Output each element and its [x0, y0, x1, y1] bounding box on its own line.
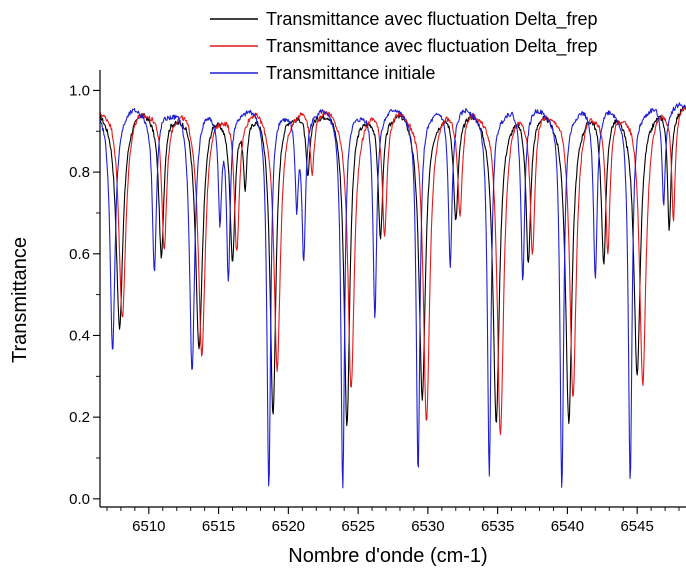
- x-tick-label-3: 6525: [341, 518, 374, 535]
- x-tick-label-7: 6545: [620, 518, 653, 535]
- legend-label-3: Transmittance initiale: [266, 63, 435, 83]
- legend-label-2: Transmittance avec fluctuation Delta_fre…: [266, 36, 598, 57]
- x-tick-label-0: 6510: [132, 518, 165, 535]
- x-tick-label-5: 6535: [481, 518, 514, 535]
- y-tick-label-3: 0.6: [69, 246, 90, 263]
- y-tick-label-2: 0.4: [69, 327, 90, 344]
- x-tick-label-6: 6540: [551, 518, 584, 535]
- y-tick-label-1: 0.2: [69, 409, 90, 426]
- x-tick-label-1: 6515: [202, 518, 235, 535]
- y-tick-label-0: 0.0: [69, 491, 90, 508]
- x-tick-label-2: 6520: [272, 518, 305, 535]
- y-axis-title: Transmittance: [9, 237, 31, 363]
- y-tick-label-4: 0.8: [69, 164, 90, 181]
- plot-lines: [99, 102, 686, 489]
- series-line-3: [99, 102, 686, 489]
- x-axis-title: Nombre d'onde (cm-1): [288, 545, 487, 567]
- axes: 6510 6515 6520 6525 6530 6535 6540 6545 0.0 0.2 0.…: [69, 70, 686, 535]
- y-tick-label-5: 1.0: [69, 82, 90, 99]
- x-tick-label-4: 6530: [411, 518, 444, 535]
- legend-label-1: Transmittance avec fluctuation Delta_fre…: [266, 9, 598, 30]
- legend: Transmittance avec fluctuation Delta_fre…: [210, 9, 598, 83]
